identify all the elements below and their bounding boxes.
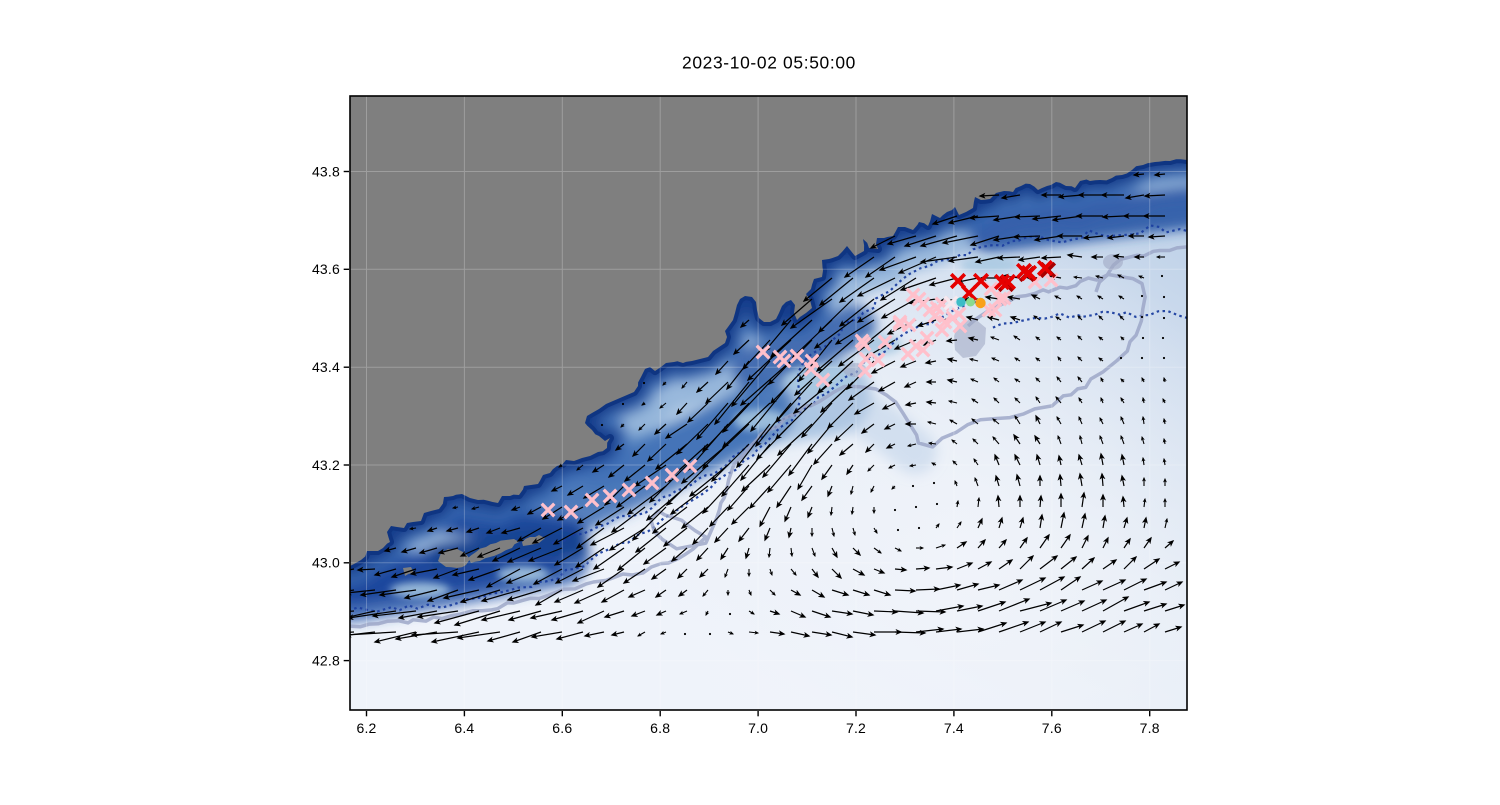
svg-text:7.8: 7.8 — [1140, 720, 1160, 736]
svg-text:2023-10-02 05:50:00: 2023-10-02 05:50:00 — [682, 53, 856, 73]
svg-text:7.6: 7.6 — [1042, 720, 1062, 736]
svg-text:7.2: 7.2 — [846, 720, 866, 736]
svg-text:43.8: 43.8 — [312, 163, 340, 179]
svg-text:6.6: 6.6 — [552, 720, 572, 736]
svg-text:43.2: 43.2 — [312, 457, 340, 473]
svg-text:6.2: 6.2 — [356, 720, 376, 736]
svg-text:6.4: 6.4 — [454, 720, 474, 736]
svg-text:42.8: 42.8 — [312, 653, 340, 669]
svg-text:43.4: 43.4 — [312, 359, 340, 375]
svg-text:6.8: 6.8 — [650, 720, 670, 736]
svg-text:43.6: 43.6 — [312, 261, 340, 277]
svg-text:7.0: 7.0 — [748, 720, 768, 736]
svg-text:7.4: 7.4 — [944, 720, 964, 736]
svg-text:43.0: 43.0 — [312, 555, 340, 571]
